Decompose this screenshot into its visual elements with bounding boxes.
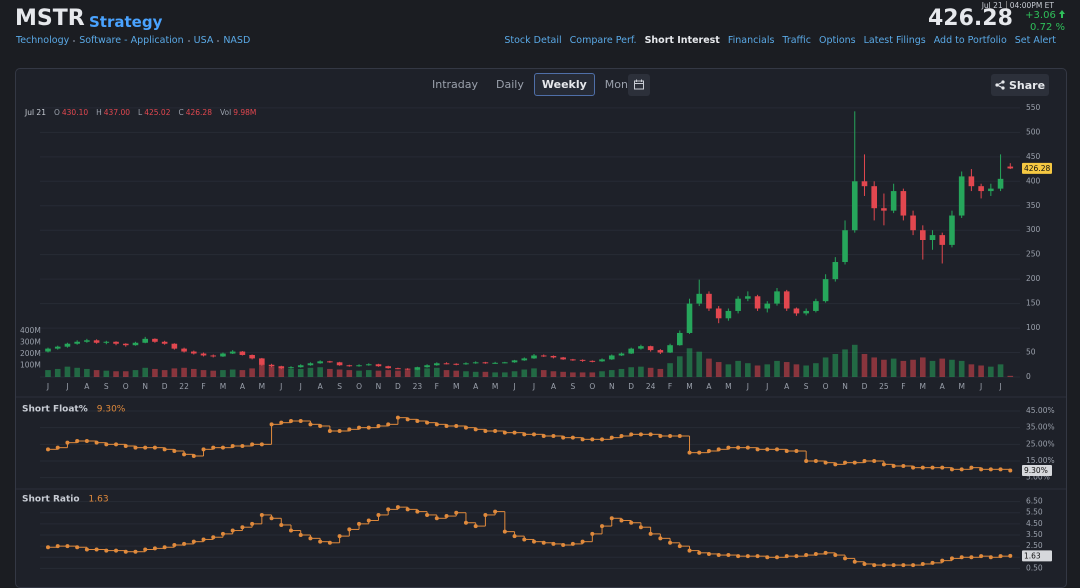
nav-link[interactable]: Latest Filings — [863, 35, 926, 46]
date: Jul 21 — [981, 1, 1003, 10]
range-button[interactable]: Daily — [496, 78, 524, 91]
tag-link[interactable]: Technology — [16, 35, 70, 46]
legend-value: 437.00 — [103, 108, 131, 117]
nav-link[interactable]: Stock Detail — [504, 35, 562, 46]
ticker: MSTR — [15, 6, 85, 31]
change: +3.06 0.72 % — [1015, 10, 1065, 34]
tag-list: Technology Software - Application USA NASD — [16, 35, 250, 46]
company-name[interactable]: Strategy — [89, 13, 163, 31]
legend-value: 9.98M — [233, 108, 257, 117]
legend-key: C — [178, 108, 184, 117]
nav-link[interactable]: Options — [818, 35, 856, 46]
legend-key: L — [138, 108, 143, 117]
tag-link[interactable]: NASD — [223, 35, 251, 46]
share-icon — [995, 80, 1005, 90]
up-arrow — [1059, 10, 1065, 18]
range-button[interactable]: Intraday — [432, 78, 479, 91]
separator-dot — [217, 39, 220, 42]
calendar-button[interactable] — [628, 74, 650, 96]
time: 04:00PM ET — [1005, 1, 1054, 10]
tag-link[interactable]: Software - Application — [79, 35, 184, 46]
nav-link[interactable]: Financials — [727, 35, 775, 46]
range-button[interactable]: Weekly — [533, 73, 595, 96]
chart-panel — [15, 68, 1067, 588]
nav-link[interactable]: Set Alert — [1014, 35, 1056, 46]
change-pct: 0.72 % — [1030, 22, 1065, 33]
legend-value: 425.02 — [144, 108, 171, 117]
price: 426.28 — [928, 6, 1013, 31]
tag-link[interactable]: USA — [193, 35, 214, 46]
calendar-icon — [634, 79, 644, 90]
range-selector: Intraday Daily Weekly Monthly — [424, 73, 659, 96]
legend-value: 426.28 — [185, 108, 212, 117]
timestamp: Jul 21 04:00PM ET — [982, 1, 1054, 10]
separator-dot — [73, 39, 76, 42]
nav-link[interactable]: Traffic — [782, 35, 811, 46]
separator-dot — [187, 39, 190, 42]
nav-link[interactable]: Compare Perf. — [569, 35, 637, 46]
change-abs: +3.06 — [1025, 10, 1056, 21]
nav-link[interactable]: Short Interest — [644, 35, 720, 46]
ohlc-legend: Jul 21 O 430.10 H 437.00 L 425.02 C 426.28 Vol 9.9… — [25, 108, 256, 117]
change-row: +3.06 — [1015, 10, 1065, 22]
share-label: Share — [1008, 78, 1046, 92]
legend-key: O — [53, 108, 60, 117]
share-button[interactable]: Share — [991, 74, 1049, 96]
legend-key: Vol — [219, 108, 232, 117]
nav-bar: Stock Detail Compare Perf. Short Interest F… — [496, 35, 1056, 46]
legend-date: Jul 21 — [25, 108, 46, 117]
nav-link[interactable]: Add to Portfolio — [933, 35, 1007, 46]
legend-key: H — [96, 108, 102, 117]
legend-value: 430.10 — [61, 108, 89, 117]
